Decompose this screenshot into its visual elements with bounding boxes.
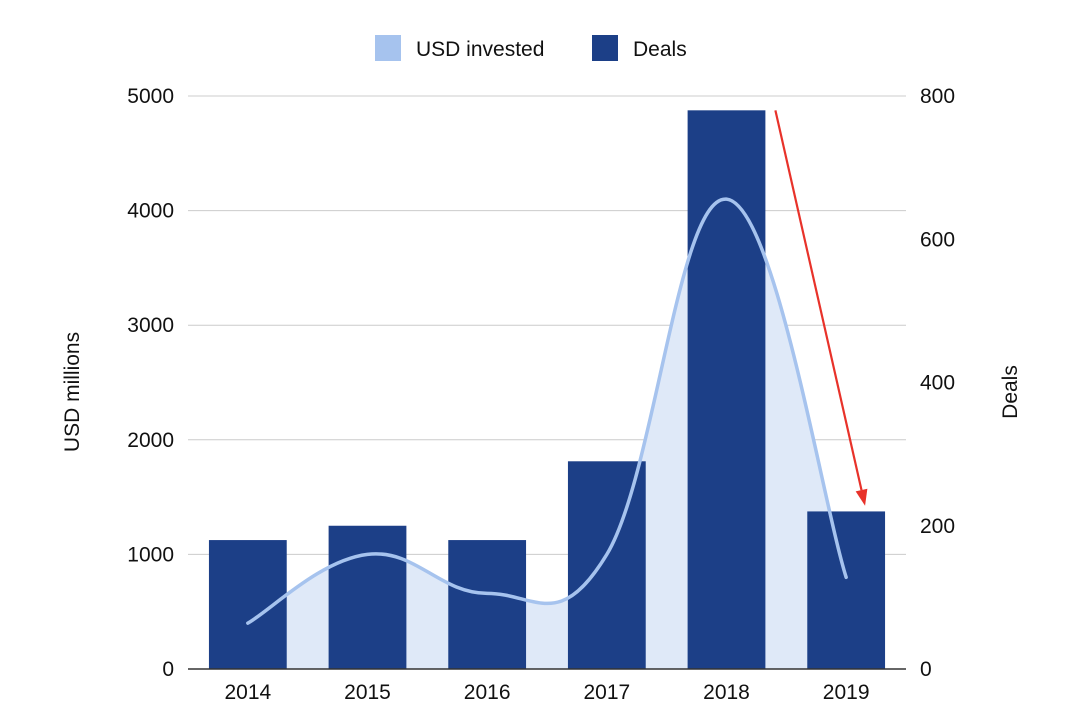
x-tick-label: 2016 — [464, 681, 511, 704]
x-tick-label: 2017 — [583, 681, 630, 704]
y-tick-label: 5000 — [127, 85, 174, 108]
y-axis-title: USD millions — [61, 332, 84, 452]
y-tick-label: 0 — [162, 658, 174, 681]
y2-tick-label: 400 — [920, 372, 955, 395]
y2-axis-ticks: 0 200 400 600 800 — [920, 85, 955, 681]
y-tick-label: 1000 — [127, 543, 174, 566]
y2-tick-label: 0 — [920, 658, 932, 681]
y2-tick-label: 600 — [920, 228, 955, 251]
bar-deals-2016 — [448, 540, 527, 669]
y-tick-label: 3000 — [127, 314, 174, 337]
legend-label-usd-invested: USD invested — [416, 38, 544, 61]
y-axis-ticks: 0 1000 2000 3000 4000 5000 — [127, 85, 174, 681]
x-tick-label: 2015 — [344, 681, 391, 704]
legend-label-deals: Deals — [633, 38, 687, 61]
bar-deals-2017 — [567, 461, 646, 669]
bars — [208, 110, 886, 669]
x-tick-label: 2014 — [224, 681, 271, 704]
series-line-usd-invested — [246, 197, 848, 625]
y2-tick-label: 200 — [920, 515, 955, 538]
y-tick-label: 2000 — [127, 429, 174, 452]
legend-swatch-deals — [592, 35, 618, 61]
x-axis-ticks: 2014 2015 2016 2017 2018 2019 — [224, 681, 869, 704]
trend-arrow — [774, 110, 868, 506]
x-tick-label: 2019 — [823, 681, 870, 704]
y2-axis-title: Deals — [999, 365, 1022, 419]
bar-deals-2018 — [687, 110, 766, 669]
legend: USD invested Deals — [375, 35, 687, 61]
arrow-head — [855, 488, 868, 506]
x-tick-label: 2018 — [703, 681, 750, 704]
arrow-shaft — [774, 110, 863, 491]
line-layer — [246, 197, 848, 625]
legend-swatch-usd-invested — [375, 35, 401, 61]
bar-deals-2015 — [328, 525, 407, 669]
y2-tick-label: 800 — [920, 85, 955, 108]
bar-deals-2019 — [807, 511, 886, 669]
y-tick-label: 4000 — [127, 200, 174, 223]
